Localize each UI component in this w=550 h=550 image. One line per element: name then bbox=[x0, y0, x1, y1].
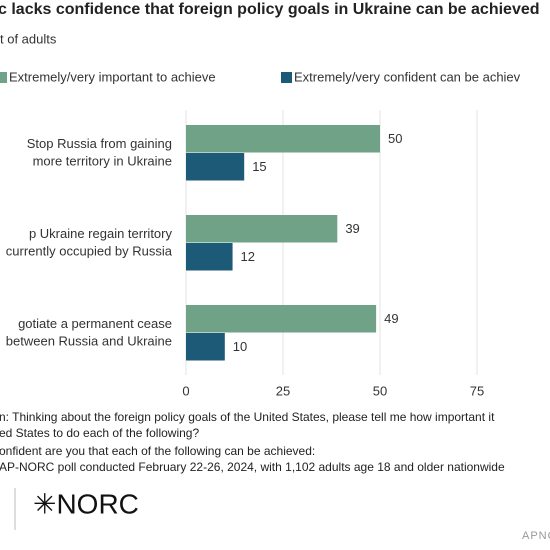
note: n: Thinking about the foreign policy goa… bbox=[0, 410, 495, 424]
category-line: gotiate a permanent cease bbox=[18, 316, 172, 331]
category-line: Stop Russia from gaining bbox=[27, 136, 172, 151]
bar bbox=[186, 333, 225, 361]
value-label: 50 bbox=[388, 131, 402, 146]
logo: ✳NORC bbox=[33, 488, 139, 519]
x-tick-label: 25 bbox=[276, 383, 290, 398]
note: onfident are you that each of the follow… bbox=[0, 444, 315, 458]
category-label: Stop Russia from gaining more territory i… bbox=[27, 136, 172, 169]
category-line: p Ukraine regain territory bbox=[29, 226, 173, 241]
category-line: between Russia and Ukraine bbox=[6, 334, 172, 349]
category-label: p Ukraine regain territory currently occu… bbox=[6, 226, 173, 259]
chart-title: c lacks confidence that foreign policy g… bbox=[0, 1, 540, 18]
x-tick-label: 75 bbox=[470, 383, 484, 398]
category-label: gotiate a permanent cease between Russia … bbox=[6, 316, 172, 349]
note: AP-NORC poll conducted February 22-26, 2… bbox=[0, 460, 505, 474]
x-tick-label: 50 bbox=[373, 383, 387, 398]
category-line: more territory in Ukraine bbox=[33, 154, 172, 169]
category-line: currently occupied by Russia bbox=[6, 244, 173, 259]
legend-swatch bbox=[0, 72, 7, 83]
bar bbox=[186, 153, 245, 181]
bar bbox=[186, 243, 233, 271]
value-label: 49 bbox=[384, 311, 398, 326]
value-label: 10 bbox=[233, 339, 247, 354]
bar bbox=[186, 125, 380, 153]
value-label: 15 bbox=[252, 159, 266, 174]
chart-subtitle: t of adults bbox=[0, 31, 57, 46]
value-label: 12 bbox=[241, 249, 255, 264]
brand: APNO bbox=[522, 530, 550, 542]
bar bbox=[186, 305, 377, 333]
x-tick-label: 0 bbox=[182, 383, 189, 398]
legend-label: Extremely/very confident can be achiev bbox=[294, 69, 521, 84]
bar bbox=[186, 215, 338, 243]
legend-swatch bbox=[281, 72, 292, 83]
note: ed States to do each of the following? bbox=[0, 426, 199, 440]
legend-label: Extremely/very important to achieve bbox=[9, 69, 216, 84]
value-label: 39 bbox=[345, 221, 359, 236]
